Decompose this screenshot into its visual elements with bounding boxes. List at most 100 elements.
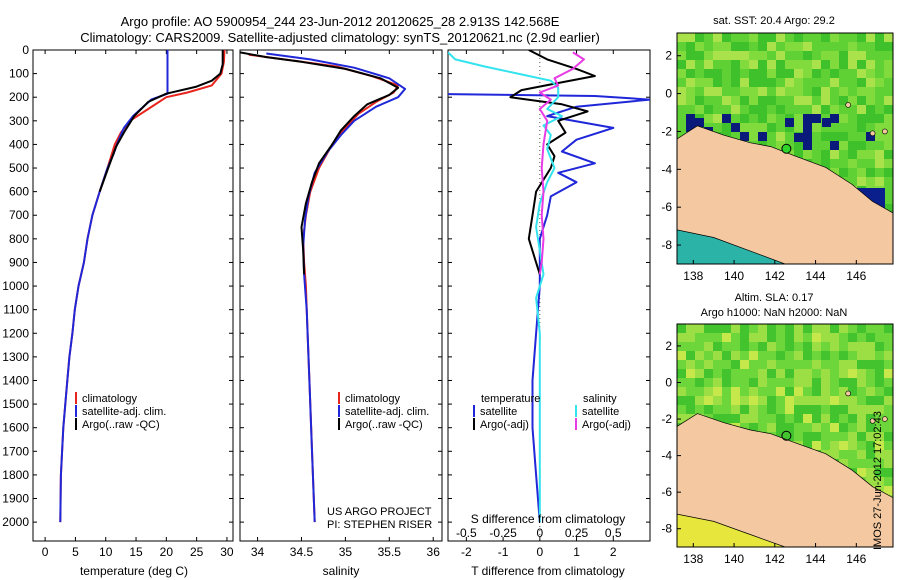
island bbox=[845, 390, 851, 397]
map-cell bbox=[776, 96, 786, 106]
map-cell bbox=[749, 396, 759, 406]
map-cell bbox=[821, 369, 831, 379]
map-cell bbox=[821, 150, 831, 160]
map-cell bbox=[830, 132, 840, 142]
map-cell bbox=[830, 414, 840, 424]
map-cell bbox=[821, 387, 831, 397]
map-cell bbox=[848, 105, 858, 115]
map-cell bbox=[866, 468, 876, 478]
map-cell bbox=[713, 360, 723, 370]
map-cell bbox=[794, 123, 804, 133]
map-cell bbox=[803, 441, 813, 451]
map-cell bbox=[677, 324, 687, 334]
y-tick-label: -6 bbox=[661, 485, 672, 499]
map-cell bbox=[785, 405, 795, 415]
map-cell bbox=[830, 150, 840, 160]
map-cell bbox=[857, 432, 867, 442]
map-cell bbox=[713, 96, 723, 106]
map-cell bbox=[686, 396, 696, 406]
map-cell bbox=[677, 42, 687, 52]
map-cell bbox=[866, 60, 876, 70]
map-cell bbox=[740, 123, 750, 133]
y-tick-label: 2000 bbox=[2, 515, 29, 529]
map-cell bbox=[731, 324, 741, 334]
map-cell bbox=[848, 69, 858, 79]
map-cell bbox=[695, 33, 705, 43]
map-cell bbox=[722, 105, 732, 115]
x-tick-label: 10 bbox=[99, 545, 113, 559]
map-cell bbox=[740, 114, 750, 124]
map-cell bbox=[884, 132, 893, 142]
map-cell bbox=[866, 324, 876, 334]
series-group bbox=[59, 50, 226, 523]
map-cell bbox=[857, 105, 867, 115]
map-cell bbox=[857, 450, 867, 460]
map-cell bbox=[722, 51, 732, 61]
map-cell bbox=[803, 141, 813, 151]
map-cell bbox=[812, 51, 822, 61]
map-cell bbox=[785, 423, 795, 433]
landmass bbox=[677, 125, 893, 264]
x-tick-label: 142 bbox=[765, 269, 785, 283]
map-cell bbox=[758, 87, 768, 97]
map-cell bbox=[803, 51, 813, 61]
map-cell bbox=[803, 396, 813, 406]
map-cell bbox=[713, 60, 723, 70]
map-cell bbox=[875, 432, 885, 442]
map-cell bbox=[812, 423, 822, 433]
map-cell bbox=[731, 405, 741, 415]
map-cell bbox=[749, 324, 759, 334]
map-cell bbox=[686, 378, 696, 388]
map-cell bbox=[830, 387, 840, 397]
map-cell bbox=[830, 60, 840, 70]
legend-label-s-satellite: satellite bbox=[582, 406, 619, 418]
map-cell bbox=[740, 405, 750, 415]
map-cell bbox=[830, 33, 840, 43]
map-cell bbox=[722, 360, 732, 370]
map-cell bbox=[857, 177, 867, 187]
map-cell bbox=[866, 69, 876, 79]
map-cell bbox=[794, 414, 804, 424]
map-cell bbox=[740, 132, 750, 142]
map-cell bbox=[713, 33, 723, 43]
map-cell bbox=[758, 60, 768, 70]
map-cell bbox=[848, 87, 858, 97]
map-cell bbox=[884, 360, 893, 370]
map-cell bbox=[884, 432, 893, 442]
map-cell bbox=[884, 414, 893, 424]
map-cell bbox=[794, 51, 804, 61]
map-cell bbox=[731, 387, 741, 397]
map-cell bbox=[677, 69, 687, 79]
map-cell bbox=[713, 405, 723, 415]
map-cell bbox=[839, 168, 849, 178]
map-cell bbox=[785, 33, 795, 43]
map-cell bbox=[803, 333, 813, 343]
map-cell bbox=[875, 360, 885, 370]
map-cell bbox=[821, 42, 831, 52]
map-cell bbox=[821, 69, 831, 79]
map-cell bbox=[875, 168, 885, 178]
salinity-panel: 34 34.5 35 35.5 36 bbox=[239, 49, 443, 559]
map-cell bbox=[812, 396, 822, 406]
map-cell bbox=[884, 396, 893, 406]
map-cell bbox=[722, 378, 732, 388]
map-cell bbox=[812, 105, 822, 115]
map-cell bbox=[722, 123, 732, 133]
map-cell bbox=[839, 60, 849, 70]
map-cell bbox=[695, 369, 705, 379]
map-cell bbox=[812, 405, 822, 415]
map-cell bbox=[839, 159, 849, 169]
map-cell bbox=[794, 105, 804, 115]
map-cell bbox=[812, 96, 822, 106]
map-cell bbox=[884, 105, 893, 115]
map-cell bbox=[749, 342, 759, 352]
map-cell bbox=[704, 114, 714, 124]
legend-label-t-satellite: satellite bbox=[480, 406, 517, 418]
map-cell bbox=[803, 351, 813, 361]
map-cell bbox=[704, 42, 714, 52]
map-cell bbox=[695, 360, 705, 370]
map-cell bbox=[857, 441, 867, 451]
map-cell bbox=[758, 360, 768, 370]
map-cell bbox=[866, 123, 876, 133]
map-cell bbox=[686, 360, 696, 370]
